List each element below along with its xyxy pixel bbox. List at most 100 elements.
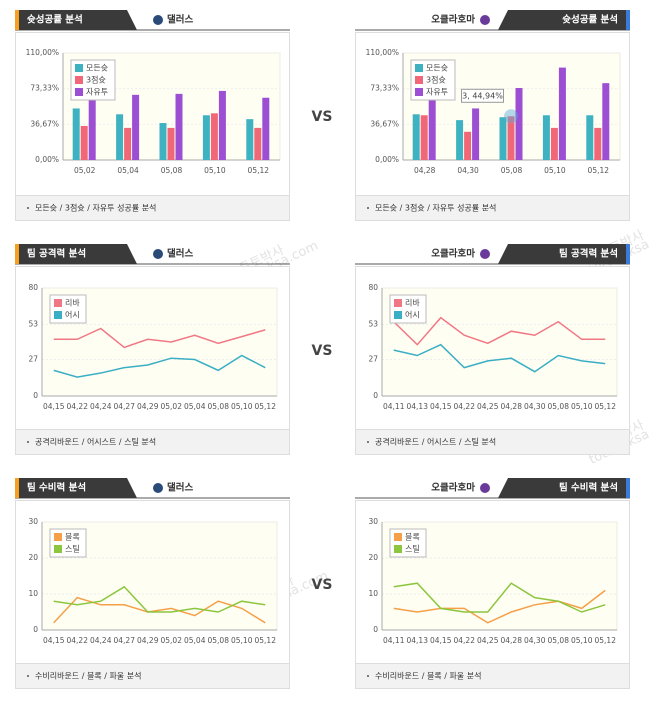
- y-tick-label: 20: [368, 553, 378, 562]
- legend-swatch: [415, 64, 423, 72]
- legend-label: 모든슛: [426, 64, 448, 73]
- y-tick-label: 20: [28, 553, 38, 562]
- footnote: 모든슛 / 3점슛 / 자유투 성공률 분석: [375, 203, 496, 213]
- y-tick-label: 0: [33, 391, 38, 400]
- footer: [15, 429, 290, 455]
- x-tick-label: 05,10: [544, 166, 566, 175]
- legend-label: 어시: [65, 310, 80, 320]
- legend-swatch: [394, 299, 402, 307]
- y-tick-label: 10: [28, 589, 38, 598]
- bullet: [367, 441, 369, 443]
- tab: [498, 478, 630, 498]
- x-tick-label: 05,08: [548, 636, 570, 645]
- tab-stripe: [15, 478, 19, 498]
- y-tick-label: 30: [28, 517, 38, 526]
- x-tick-label: 04,15: [43, 402, 65, 411]
- y-tick-label: 73,33%: [30, 84, 59, 93]
- x-tick-label: 05,12: [248, 166, 270, 175]
- line: [393, 589, 606, 624]
- bar: [542, 115, 550, 160]
- x-tick-label: 05,08: [208, 636, 230, 645]
- legend-label: 블록: [65, 532, 80, 542]
- line: [53, 596, 266, 624]
- section-title: 팀 수비력 분석: [27, 482, 86, 494]
- x-tick-label: 04,30: [524, 402, 546, 411]
- footer: [15, 195, 290, 221]
- bar: [558, 67, 566, 160]
- legend-swatch: [54, 545, 62, 553]
- team-logo: [480, 15, 490, 25]
- legend-swatch: [75, 76, 83, 84]
- y-tick-label: 80: [368, 283, 378, 292]
- x-tick-label: 04,27: [114, 636, 136, 645]
- y-tick-label: 73,33%: [370, 84, 399, 93]
- legend-label: 자유투: [86, 88, 108, 97]
- legend-swatch: [415, 76, 423, 84]
- bullet: [367, 675, 369, 677]
- footer: [355, 663, 630, 689]
- footnote: 공격리바운드 / 어시스트 / 스틸 분석: [375, 437, 496, 447]
- x-tick-label: 04,30: [457, 166, 479, 175]
- x-tick-label: 04,29: [137, 636, 159, 645]
- x-tick-label: 04,27: [114, 402, 136, 411]
- line: [393, 343, 606, 373]
- legend-swatch: [394, 545, 402, 553]
- section-title: 슛성공률 분석: [27, 14, 83, 26]
- bar: [218, 90, 226, 160]
- bar: [515, 88, 523, 160]
- x-tick-label: 05,10: [571, 636, 593, 645]
- x-tick-label: 04,28: [414, 166, 436, 175]
- y-tick-label: 36,67%: [30, 119, 59, 128]
- tab-stripe: [15, 10, 19, 30]
- x-tick-label: 05,08: [501, 166, 523, 175]
- footnote: 모든슛 / 3점슛 / 자유투 성공률 분석: [35, 203, 156, 213]
- team-name: 댈러스: [167, 14, 193, 26]
- legend-label: 리바: [405, 298, 420, 308]
- tab: [15, 478, 137, 498]
- footnote: 공격리바운드 / 어시스트 / 스틸 분석: [35, 437, 156, 447]
- legend-label: 블록: [405, 532, 420, 542]
- bar: [202, 115, 210, 160]
- x-tick-label: 05,10: [571, 402, 593, 411]
- x-tick-label: 05,12: [588, 166, 610, 175]
- bar: [167, 127, 175, 160]
- x-tick-label: 04,29: [137, 402, 159, 411]
- x-tick-label: 04,28: [501, 636, 523, 645]
- footer: [15, 663, 290, 689]
- legend-label: 스틸: [65, 544, 80, 554]
- bullet: [27, 207, 29, 209]
- bar: [175, 93, 183, 160]
- x-tick-label: 04,22: [67, 402, 89, 411]
- footer: [355, 429, 630, 455]
- team-name: 댈러스: [167, 248, 193, 260]
- team-logo: [153, 483, 163, 493]
- bar: [602, 83, 610, 160]
- x-tick-label: 04,30: [524, 636, 546, 645]
- tab: [15, 10, 137, 30]
- tab: [498, 10, 630, 30]
- bar: [420, 115, 428, 160]
- legend-swatch: [394, 311, 402, 319]
- x-tick-label: 04,15: [43, 636, 65, 645]
- y-tick-label: 53: [368, 319, 378, 328]
- bar: [210, 113, 218, 160]
- legend-label: 스틸: [405, 544, 420, 554]
- legend-swatch: [54, 311, 62, 319]
- x-tick-label: 05,04: [117, 166, 139, 175]
- section-title: 팀 공격력 분석: [27, 248, 86, 260]
- team-name: 댈러스: [167, 482, 193, 494]
- tooltip-text: 3, 44,94%: [462, 91, 503, 100]
- y-tick-label: 53: [28, 319, 38, 328]
- x-tick-label: 05,12: [595, 402, 617, 411]
- bar: [456, 120, 464, 160]
- x-tick-label: 05,12: [255, 636, 277, 645]
- y-tick-label: 80: [28, 283, 38, 292]
- tab-stripe: [626, 10, 630, 30]
- line: [53, 327, 266, 349]
- section-title: 슛성공률 분석: [562, 14, 618, 26]
- x-tick-label: 04,22: [454, 636, 476, 645]
- bar: [159, 123, 167, 160]
- team-logo: [153, 15, 163, 25]
- legend-swatch: [415, 88, 423, 96]
